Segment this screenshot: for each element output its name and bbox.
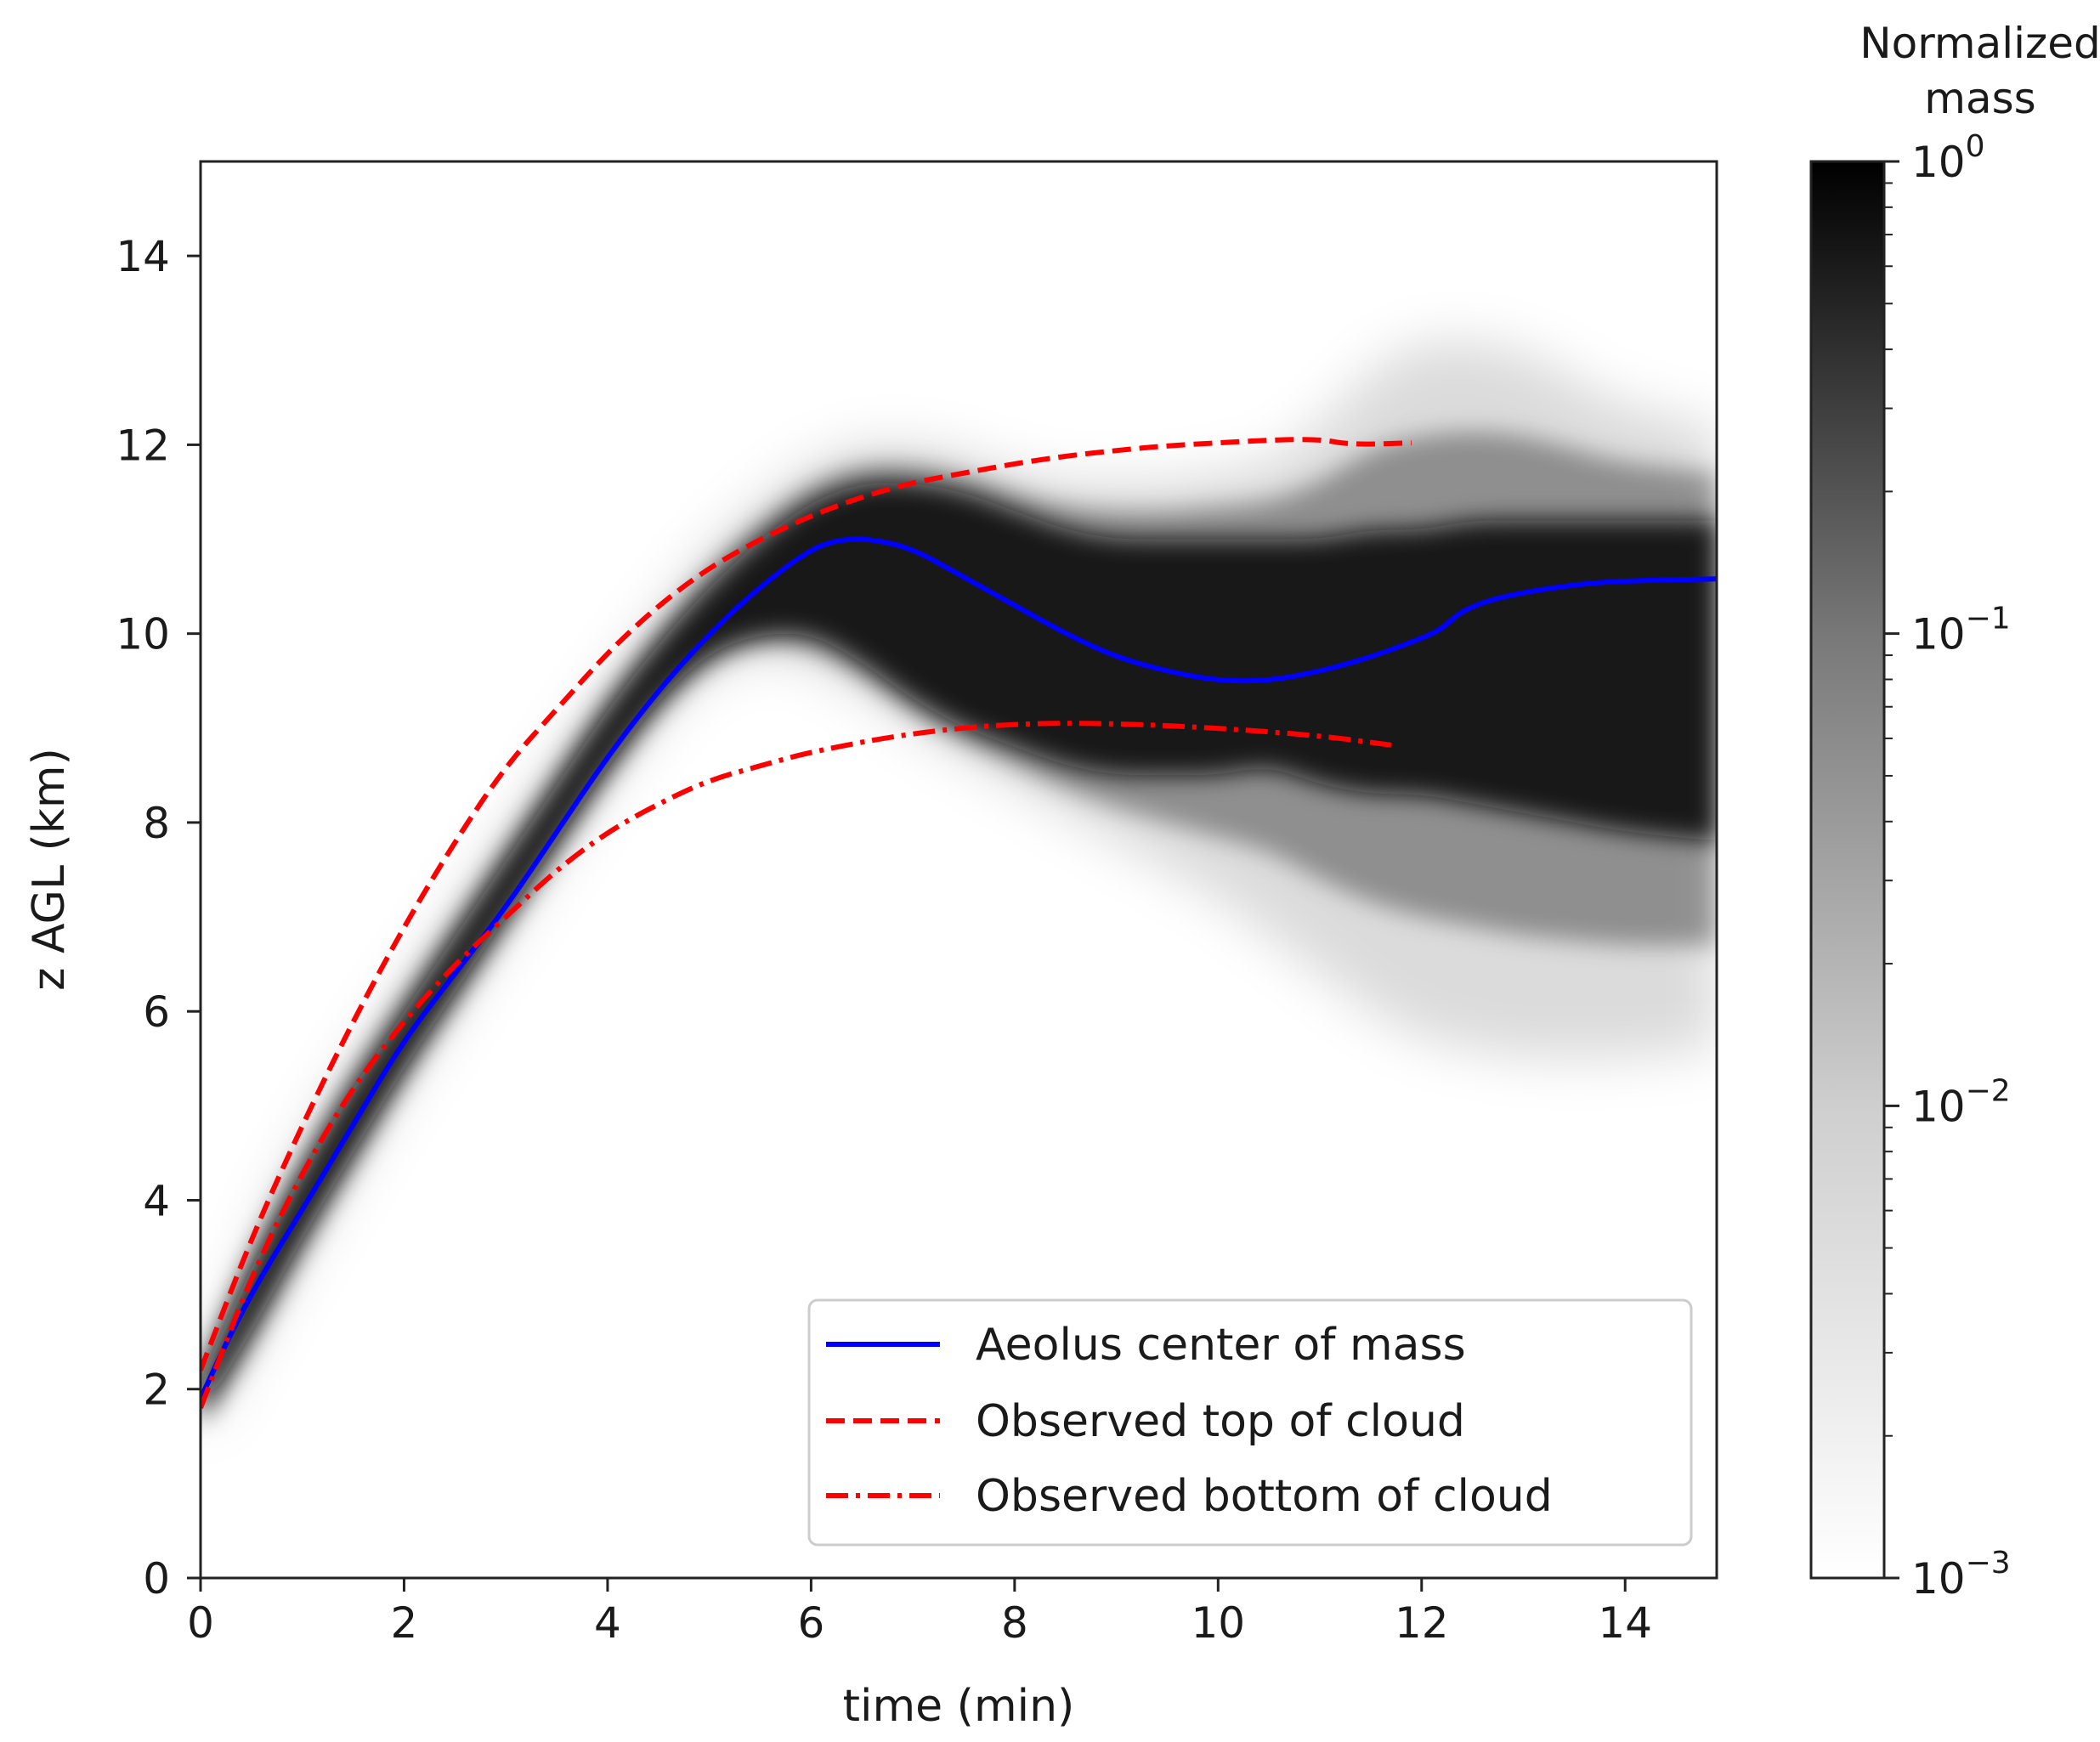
y-tick-label: 2 xyxy=(143,1366,170,1415)
legend-label-bottom-of-cloud: Observed bottom of cloud xyxy=(976,1471,1553,1522)
colorbar-title-line1: Normalized xyxy=(1859,19,2100,68)
colorbar-tick-exponent: 0 xyxy=(1966,129,1985,164)
top-of-cloud-line xyxy=(201,437,1412,1372)
y-tick-label: 12 xyxy=(116,421,170,470)
colorbar-tick-label: 10−2 xyxy=(1911,1073,2011,1131)
colorbar-tick-base: 10 xyxy=(1911,1554,1966,1603)
x-axis: 0 2 4 6 8 10 12 14 xyxy=(187,1578,1652,1648)
legend: Aeolus center of mass Observed top of cl… xyxy=(807,1298,1693,1547)
colorbar-tick-label: 10−1 xyxy=(1911,602,2011,659)
legend-label-center-of-mass: Aeolus center of mass xyxy=(976,1320,1466,1371)
colorbar-tick-base: 10 xyxy=(1911,138,1966,187)
colorbar-tick-base: 10 xyxy=(1911,1082,1966,1131)
colorbar-tick-base: 10 xyxy=(1911,610,1966,659)
colorbar-title-line2: mass xyxy=(1924,74,2035,123)
colorbar-tick-label: 10−3 xyxy=(1911,1546,2011,1603)
plot-frame xyxy=(199,160,1718,1580)
y-tick-label: 0 xyxy=(143,1554,170,1603)
y-axis-label: z AGL (km) xyxy=(24,748,75,991)
bottom-of-cloud-line xyxy=(201,721,1392,1410)
x-tick-label: 6 xyxy=(797,1598,824,1648)
x-axis-label: time (min) xyxy=(843,1681,1075,1732)
y-tick-label: 14 xyxy=(116,232,170,281)
colorbar-gradient xyxy=(1811,161,1884,1578)
colorbar-tick-label: 100 xyxy=(1911,129,1985,187)
x-tick-label: 10 xyxy=(1192,1598,1246,1648)
x-tick-label: 2 xyxy=(391,1598,418,1648)
mass-core-band xyxy=(201,482,1717,1418)
mass-density-band xyxy=(201,341,1717,1437)
colorbar-tick-exponent: −2 xyxy=(1966,1073,2011,1108)
x-tick-label: 12 xyxy=(1395,1598,1449,1648)
legend-box xyxy=(807,1298,1693,1547)
x-tick-label: 4 xyxy=(594,1598,621,1648)
legend-label-top-of-cloud: Observed top of cloud xyxy=(976,1396,1465,1447)
colorbar-frame xyxy=(1809,160,1886,1580)
x-tick-label: 8 xyxy=(1001,1598,1028,1648)
y-tick-label: 10 xyxy=(116,610,170,659)
y-tick-label: 6 xyxy=(143,987,170,1037)
series-group xyxy=(201,437,1717,1410)
colorbar-tick-exponent: −3 xyxy=(1966,1546,2011,1581)
colorbar-tick-exponent: −1 xyxy=(1966,602,2011,636)
center-of-mass-line xyxy=(201,536,1717,1400)
y-tick-label: 8 xyxy=(143,799,170,848)
y-axis: 0 2 4 6 8 10 12 14 xyxy=(116,232,201,1603)
x-tick-label: 0 xyxy=(187,1598,214,1648)
y-tick-label: 4 xyxy=(143,1176,170,1225)
x-tick-label: 14 xyxy=(1598,1598,1652,1648)
